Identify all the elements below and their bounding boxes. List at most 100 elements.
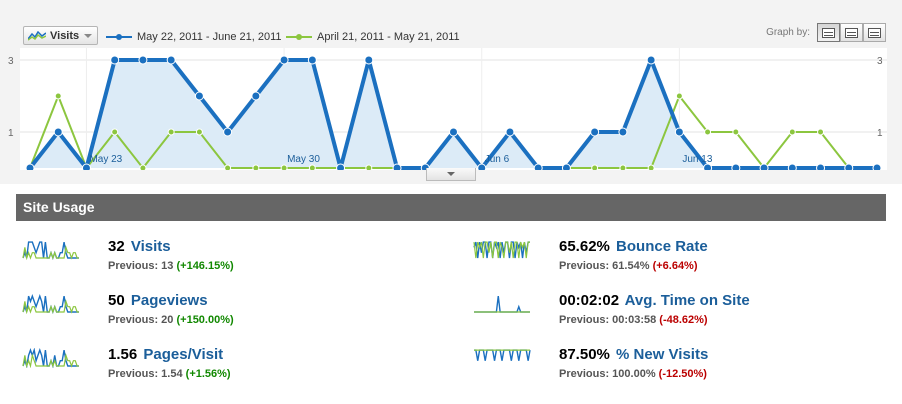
stat-main: 50 Pageviews bbox=[108, 292, 208, 309]
metric-select[interactable]: Visits bbox=[23, 26, 98, 45]
previous-series-point bbox=[167, 128, 175, 136]
line-chart-icon bbox=[28, 30, 46, 41]
y-tick-label: 3 bbox=[8, 56, 14, 67]
current-series-point bbox=[787, 163, 797, 170]
y-tick-label: 1 bbox=[877, 128, 883, 139]
stat-main: 65.62% Bounce Rate bbox=[559, 238, 708, 255]
current-series-point bbox=[279, 55, 289, 65]
current-series-point bbox=[816, 163, 826, 170]
stat-delta: (+146.15%) bbox=[176, 260, 234, 272]
current-series-point bbox=[138, 55, 148, 65]
current-series-point bbox=[646, 55, 656, 65]
stat-previous-value: Previous: 61.54% bbox=[559, 260, 653, 272]
current-series-point bbox=[844, 163, 854, 170]
current-series-point bbox=[110, 55, 120, 65]
stat-previous: Previous: 100.00% (-12.50%) bbox=[559, 368, 707, 380]
legend-previous-label: April 21, 2011 - May 21, 2011 bbox=[317, 31, 460, 43]
previous-series-point bbox=[111, 128, 119, 136]
sparkline bbox=[22, 241, 79, 260]
previous-series-point bbox=[619, 164, 627, 170]
stat-previous-value: Previous: 13 bbox=[108, 260, 177, 272]
current-series-point bbox=[307, 55, 317, 65]
current-series-point bbox=[166, 55, 176, 65]
current-series-point bbox=[336, 163, 346, 170]
previous-series-point bbox=[224, 164, 232, 170]
stat-delta: (-48.62%) bbox=[659, 314, 708, 326]
previous-series-point bbox=[591, 164, 599, 170]
y-tick-label: 1 bbox=[8, 128, 14, 139]
current-series-point bbox=[194, 91, 204, 101]
stat-value: 50 bbox=[108, 292, 125, 309]
sparkline bbox=[22, 348, 79, 368]
site-usage-header: Site Usage bbox=[16, 194, 886, 221]
stat-value: 65.62% bbox=[559, 238, 610, 255]
metric-select-label: Visits bbox=[50, 29, 80, 42]
stat-new-visits: 87.50% % New Visits Previous: 100.00% (-1… bbox=[473, 346, 853, 386]
stat-visits: 32 Visits Previous: 13 (+146.15%) bbox=[22, 238, 402, 278]
previous-series-point bbox=[675, 92, 683, 100]
stat-label-link[interactable]: Pages/Visit bbox=[139, 346, 224, 363]
current-series-area bbox=[30, 60, 877, 168]
previous-series-swatch bbox=[286, 32, 312, 42]
stat-main: 32 Visits bbox=[108, 238, 171, 255]
current-series-point bbox=[25, 163, 35, 170]
current-series-point bbox=[561, 163, 571, 170]
current-series-point bbox=[590, 127, 600, 137]
current-series-point bbox=[392, 163, 402, 170]
current-series-point bbox=[223, 127, 233, 137]
stat-label-link[interactable]: Bounce Rate bbox=[611, 238, 708, 255]
stat-bounce-rate: 65.62% Bounce Rate Previous: 61.54% (+6.6… bbox=[473, 238, 853, 278]
current-series-point bbox=[759, 163, 769, 170]
current-series-point bbox=[533, 163, 543, 170]
previous-series-point bbox=[280, 164, 288, 170]
stat-label-link[interactable]: Visits bbox=[126, 238, 171, 255]
stat-main: 00:02:02 Avg. Time on Site bbox=[559, 292, 750, 309]
collapse-graph-handle[interactable] bbox=[426, 168, 476, 181]
stat-delta: (+150.00%) bbox=[176, 314, 234, 326]
graph-by-week-button[interactable] bbox=[840, 23, 863, 42]
x-tick-label: May 30 bbox=[287, 154, 320, 165]
visits-line-graph: 1 1 3 3 May 23 May 30 Jun 6 Jun 13 bbox=[8, 48, 887, 170]
stat-previous: Previous: 13 (+146.15%) bbox=[108, 260, 234, 272]
current-series-point bbox=[251, 91, 261, 101]
stat-previous-value: Previous: 100.00% bbox=[559, 368, 659, 380]
x-tick-label: Jun 6 bbox=[485, 154, 510, 165]
graph-by-day-button[interactable] bbox=[817, 23, 840, 42]
day-view-icon bbox=[822, 27, 835, 38]
stat-main: 87.50% % New Visits bbox=[559, 346, 708, 363]
stat-previous-value: Previous: 20 bbox=[108, 314, 177, 326]
stat-previous: Previous: 00:03:58 (-48.62%) bbox=[559, 314, 708, 326]
stat-label-link[interactable]: % New Visits bbox=[611, 346, 709, 363]
graph-by-label: Graph by: bbox=[766, 27, 810, 38]
sparkline-current bbox=[474, 296, 530, 313]
current-series-point bbox=[505, 127, 515, 137]
month-view-icon bbox=[868, 27, 881, 38]
previous-series-point bbox=[788, 128, 796, 136]
legend-current-label: May 22, 2011 - June 21, 2011 bbox=[137, 31, 282, 43]
sparkline-previous bbox=[22, 353, 79, 368]
legend-previous-period: April 21, 2011 - May 21, 2011 bbox=[286, 31, 460, 43]
stat-avg-time-on-site: 00:02:02 Avg. Time on Site Previous: 00:0… bbox=[473, 292, 853, 332]
stat-value: 1.56 bbox=[108, 346, 138, 363]
previous-series-point bbox=[308, 164, 316, 170]
sparkline-previous bbox=[473, 241, 530, 259]
legend-current-period: May 22, 2011 - June 21, 2011 bbox=[106, 31, 282, 43]
current-series-point bbox=[674, 127, 684, 137]
stat-label-link[interactable]: Pageviews bbox=[126, 292, 208, 309]
stat-delta: (-12.50%) bbox=[658, 368, 707, 380]
sparkline bbox=[473, 241, 530, 259]
stat-main: 1.56 Pages/Visit bbox=[108, 346, 223, 363]
previous-series-point bbox=[365, 164, 373, 170]
stat-label-link[interactable]: Avg. Time on Site bbox=[621, 292, 750, 309]
x-tick-label: Jun 13 bbox=[682, 154, 712, 165]
previous-series-point bbox=[817, 128, 825, 136]
previous-series-point bbox=[252, 164, 260, 170]
y-tick-label: 3 bbox=[877, 56, 883, 67]
graph-toolbar: Visits May 22, 2011 - June 21, 2011 Apri… bbox=[0, 22, 902, 48]
stat-value: 87.50% bbox=[559, 346, 610, 363]
x-tick-label: May 23 bbox=[89, 154, 122, 165]
graph-by-month-button[interactable] bbox=[863, 23, 886, 42]
previous-series-point bbox=[195, 128, 203, 136]
current-series-point bbox=[81, 163, 91, 170]
